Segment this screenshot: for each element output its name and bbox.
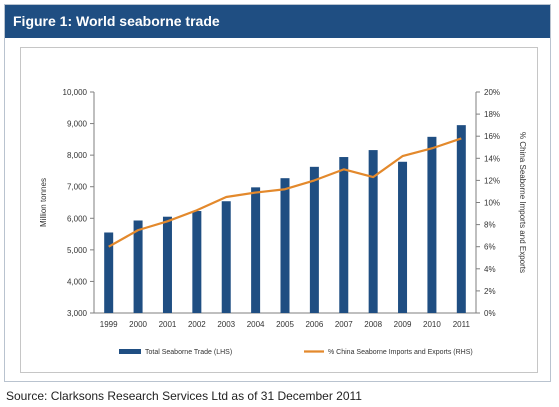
chart-panel: 3,000 4,000 5,000 6,000 7,000 8,000 9,000 10,00… xyxy=(20,47,538,373)
source-note: Source: Clarksons Research Services Ltd … xyxy=(6,389,362,403)
right-tick-label: 18% xyxy=(484,110,500,119)
left-tick-label: 6,000 xyxy=(67,214,88,223)
left-tick-label: 4,000 xyxy=(67,277,88,286)
bar-2003 xyxy=(221,201,231,313)
right-axis-title: % China Seaborne Imports and Exports xyxy=(518,132,527,273)
left-tick-label: 8,000 xyxy=(67,151,88,160)
x-tick-label: 2004 xyxy=(247,320,265,329)
x-tick-label: 2009 xyxy=(394,320,412,329)
right-tick-label: 4% xyxy=(484,265,496,274)
bar-2011 xyxy=(456,125,466,314)
x-tick-label: 2010 xyxy=(423,320,441,329)
right-tick-label: 6% xyxy=(484,243,496,252)
x-tick-label: 2007 xyxy=(335,320,353,329)
x-tick-label: 2005 xyxy=(276,320,294,329)
bar-2005 xyxy=(280,178,290,313)
bar-2009 xyxy=(398,161,408,313)
bar-2010 xyxy=(427,136,437,313)
legend-label-line: % China Seaborne Imports and Exports (RH… xyxy=(328,349,473,356)
right-tick-label: 16% xyxy=(484,132,500,141)
bar-2001 xyxy=(162,216,172,313)
x-tick-label: 1999 xyxy=(100,320,118,329)
bar-2008 xyxy=(368,150,378,313)
x-tick-label: 2001 xyxy=(159,320,177,329)
bar-2002 xyxy=(192,211,202,313)
right-tick-label: 14% xyxy=(484,154,500,163)
right-tick-label: 20% xyxy=(484,88,500,97)
left-tick-label: 7,000 xyxy=(67,183,88,192)
figure-frame: Figure 1: World seaborne trade 3,000 4,00… xyxy=(4,4,551,382)
left-tick-label: 10,000 xyxy=(63,88,88,97)
left-tick-label: 3,000 xyxy=(67,309,88,318)
left-axis-title: Million tonnes xyxy=(39,178,48,227)
x-tick-label: 2000 xyxy=(129,320,147,329)
x-tick-label: 2011 xyxy=(453,320,471,329)
legend-swatch-bars xyxy=(119,349,141,354)
right-tick-label: 2% xyxy=(484,287,496,296)
legend-label-bars: Total Seaborne Trade (LHS) xyxy=(145,349,232,356)
bar-1999 xyxy=(104,232,114,313)
left-tick-label: 5,000 xyxy=(67,246,88,255)
bar-2000 xyxy=(133,220,143,313)
right-tick-label: 0% xyxy=(484,309,496,318)
right-tick-label: 12% xyxy=(484,176,500,185)
right-tick-label: 8% xyxy=(484,221,496,230)
x-tick-label: 2002 xyxy=(188,320,206,329)
chart: 3,000 4,000 5,000 6,000 7,000 8,000 9,000 10,00… xyxy=(39,88,527,356)
left-tick-label: 9,000 xyxy=(67,120,88,129)
right-tick-label: 10% xyxy=(484,199,500,208)
x-tick-label: 2003 xyxy=(217,320,235,329)
x-tick-label: 2006 xyxy=(305,320,323,329)
line-china-share xyxy=(108,137,462,248)
bar-2007 xyxy=(339,157,349,313)
bar-2004 xyxy=(251,187,261,313)
bar-2006 xyxy=(309,166,319,313)
figure-title: Figure 1: World seaborne trade xyxy=(5,5,550,38)
x-tick-label: 2008 xyxy=(364,320,382,329)
